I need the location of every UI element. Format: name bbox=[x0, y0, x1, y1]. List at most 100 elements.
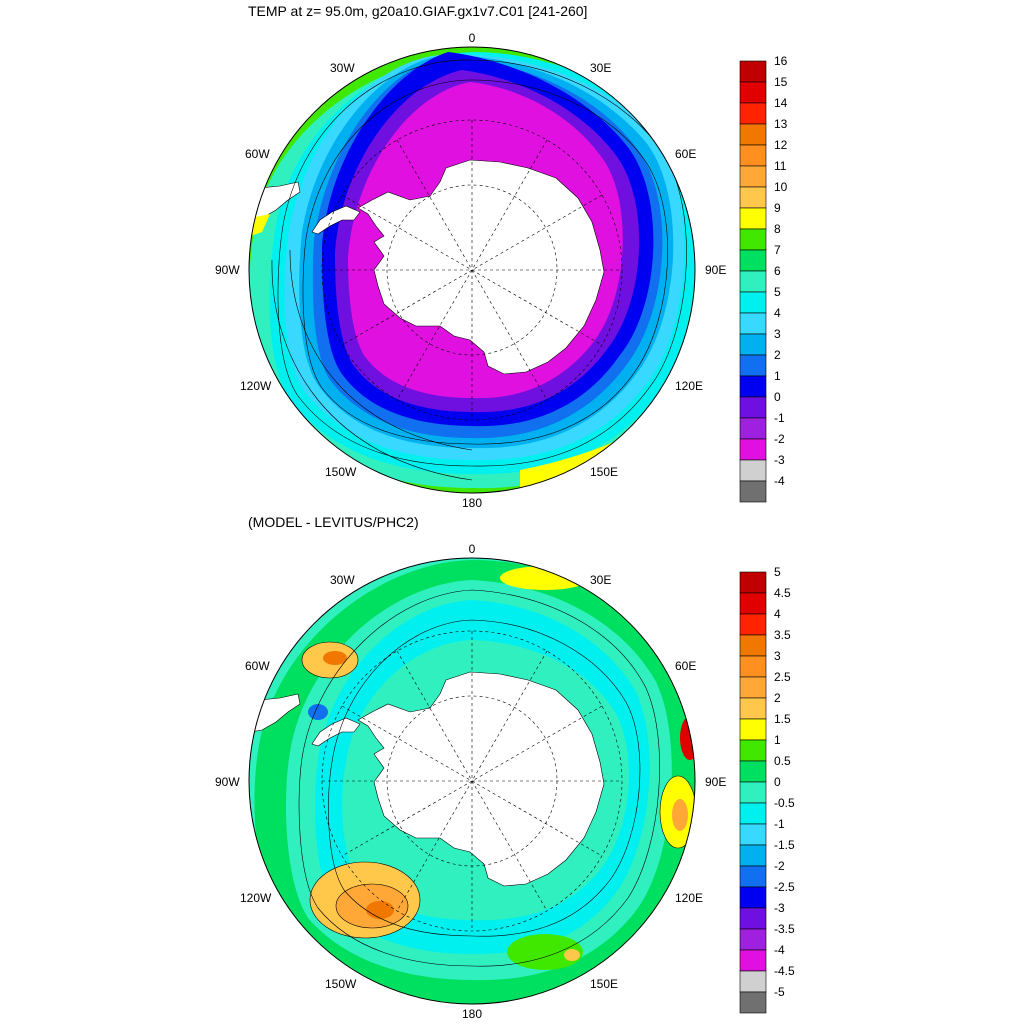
map1-peninsula bbox=[311, 205, 361, 235]
map2-anomaly-60e-red bbox=[680, 716, 695, 760]
map2-field bbox=[249, 558, 695, 1004]
colorbar1-label: 4 bbox=[774, 306, 781, 320]
map2-colorbar: 5 4.5 4 3.5 3 2.5 2 1.5 1 0.5 0 -0.5 -1 -1.5 -2 -2.5 -3 -… bbox=[739, 565, 795, 1014]
colorbar2-swatch bbox=[739, 886, 767, 909]
colorbar2-swatch bbox=[739, 739, 767, 762]
colorbar2-label: 5 bbox=[774, 565, 781, 579]
map1-warm-west bbox=[249, 214, 270, 240]
colorbar1-label: 13 bbox=[774, 117, 788, 131]
colorbar1-label: 6 bbox=[774, 264, 781, 278]
colorbar1-label: 5 bbox=[774, 285, 781, 299]
map2-lon-0: 0 bbox=[469, 542, 476, 556]
colorbar1-swatch bbox=[739, 417, 767, 440]
map1-title: TEMP at z= 95.0m, g20a10.GIAF.gx1v7.C01 … bbox=[248, 3, 587, 19]
colorbar2-label: 0 bbox=[774, 775, 781, 789]
colorbar2-swatch bbox=[739, 907, 767, 930]
colorbar2-swatch bbox=[739, 760, 767, 783]
colorbar1-swatch bbox=[739, 81, 767, 104]
colorbar1-swatch bbox=[739, 375, 767, 398]
colorbar1-swatch bbox=[739, 207, 767, 230]
colorbar1-swatch bbox=[739, 123, 767, 146]
colorbar1-swatch bbox=[739, 270, 767, 293]
colorbar2-swatch bbox=[739, 865, 767, 888]
colorbar1-swatch bbox=[739, 396, 767, 419]
colorbar2-label: 4 bbox=[774, 607, 781, 621]
map2-lon-90e: 90E bbox=[705, 775, 726, 789]
colorbar2-label: -4 bbox=[774, 943, 785, 957]
map2-lon-120w: 120W bbox=[240, 891, 272, 905]
map1-field bbox=[249, 47, 695, 493]
colorbar2-swatch bbox=[739, 676, 767, 699]
map2-anomaly-150e bbox=[507, 934, 583, 970]
colorbar1-label: 7 bbox=[774, 243, 781, 257]
colorbar2-label: 2.5 bbox=[774, 670, 791, 684]
colorbar1-swatch bbox=[739, 186, 767, 209]
colorbar1-swatch bbox=[739, 102, 767, 125]
colorbar2-label: 2 bbox=[774, 691, 781, 705]
map2-outline bbox=[248, 557, 696, 1005]
colorbar1-swatch bbox=[739, 228, 767, 251]
colorbar1-label: 10 bbox=[774, 180, 788, 194]
map2-anomaly-30e bbox=[500, 566, 590, 590]
colorbar1-label: 16 bbox=[774, 54, 788, 68]
map2-lon-90w: 90W bbox=[215, 775, 240, 789]
colorbar1-swatch bbox=[739, 165, 767, 188]
colorbar2-swatch bbox=[739, 571, 767, 594]
map1-lon-180: 180 bbox=[462, 496, 482, 510]
colorbar1-label: 9 bbox=[774, 201, 781, 215]
colorbar2-label: 4.5 bbox=[774, 586, 791, 600]
colorbar1-swatch bbox=[739, 144, 767, 167]
colorbar2-swatch bbox=[739, 718, 767, 741]
map1-lon-labels: 0 30E 60E 90E 120E 150E 180 150W 120W 90… bbox=[215, 31, 726, 510]
map2-contours bbox=[298, 589, 695, 967]
map2-anomaly-cold-50w bbox=[308, 704, 328, 720]
colorbar1-swatch bbox=[739, 438, 767, 461]
colorbar2-swatch bbox=[739, 697, 767, 720]
colorbar2-label: -1.5 bbox=[774, 838, 795, 852]
colorbar1-label: 1 bbox=[774, 369, 781, 383]
map1-lon-120w: 120W bbox=[240, 379, 272, 393]
map2-antarctica bbox=[357, 671, 605, 887]
colorbar2-label: -0.5 bbox=[774, 796, 795, 810]
map1-outline bbox=[248, 46, 696, 494]
map1-graticule bbox=[321, 119, 623, 421]
colorbar2-swatch bbox=[739, 949, 767, 972]
map1-lon-30e: 30E bbox=[590, 61, 611, 75]
colorbar1-swatch bbox=[739, 354, 767, 377]
map2-anomaly-90e-core bbox=[672, 799, 688, 831]
map2-lon-labels: 0 30E 60E 90E 120E 150E 180 150W 120W 90… bbox=[215, 542, 726, 1021]
colorbar2-swatch bbox=[739, 592, 767, 615]
colorbar1-swatch bbox=[739, 249, 767, 272]
colorbar2-label: 3.5 bbox=[774, 628, 791, 642]
colorbar2-label: 1.5 bbox=[774, 712, 791, 726]
map2-title: (MODEL - LEVITUS/PHC2) bbox=[248, 514, 419, 530]
colorbar2-label: 3 bbox=[774, 649, 781, 663]
colorbar2-swatch bbox=[739, 802, 767, 825]
colorbar2-label: -2.5 bbox=[774, 880, 795, 894]
colorbar2-label: 0.5 bbox=[774, 754, 791, 768]
colorbar1-label: 0 bbox=[774, 390, 781, 404]
map2-lon-30w: 30W bbox=[330, 573, 355, 587]
map1-lon-0: 0 bbox=[469, 31, 476, 45]
colorbar1-label: 12 bbox=[774, 138, 788, 152]
colorbar2-label: 1 bbox=[774, 733, 781, 747]
map1-lon-30w: 30W bbox=[330, 61, 355, 75]
colorbar2-swatch bbox=[739, 781, 767, 804]
colorbar1-label: 3 bbox=[774, 327, 781, 341]
colorbar2-swatch bbox=[739, 970, 767, 993]
colorbar1-label: -1 bbox=[774, 411, 785, 425]
map1-lon-60e: 60E bbox=[675, 147, 696, 161]
colorbar1-label: 15 bbox=[774, 75, 788, 89]
colorbar1-label: -4 bbox=[774, 474, 785, 488]
colorbar1-label: 8 bbox=[774, 222, 781, 236]
map1-lon-120e: 120E bbox=[675, 379, 703, 393]
colorbar2-label: -5 bbox=[774, 985, 785, 999]
map2-anomaly-120w-core bbox=[366, 901, 394, 919]
colorbar2-swatch bbox=[739, 928, 767, 951]
colorbar2-swatch bbox=[739, 634, 767, 657]
map1-lon-150e: 150E bbox=[590, 465, 618, 479]
map1-lon-60w: 60W bbox=[245, 147, 270, 161]
map2-lon-180: 180 bbox=[462, 1007, 482, 1021]
colorbar2-swatch bbox=[739, 613, 767, 636]
